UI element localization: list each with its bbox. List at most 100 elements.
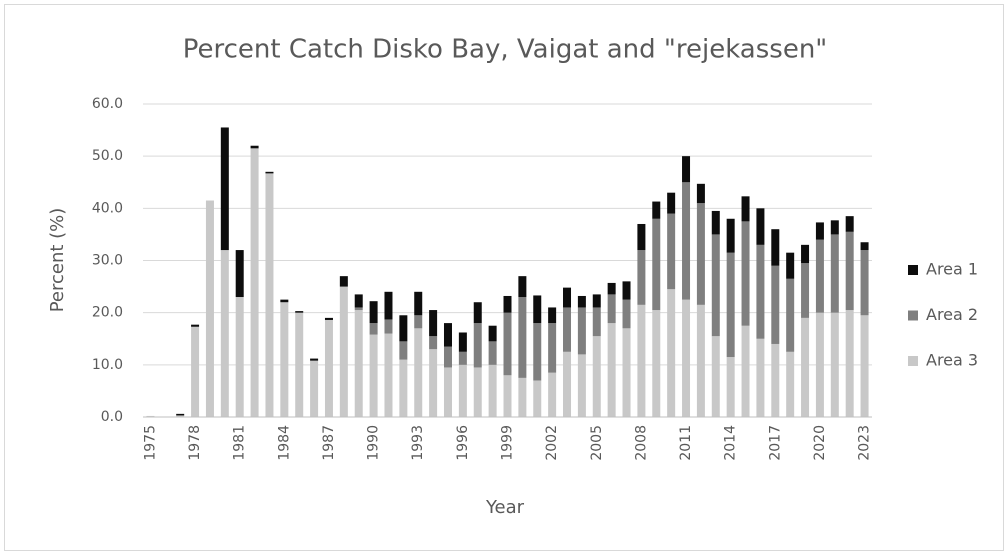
bar-segment <box>324 317 333 320</box>
bar-segment <box>771 265 780 344</box>
bar-segment <box>696 203 705 305</box>
bar-segment <box>845 231 854 311</box>
bar-segment <box>533 323 542 381</box>
bar-segment <box>726 252 735 358</box>
bar-segment <box>399 341 408 360</box>
bar-segment <box>592 336 601 417</box>
bar-segment <box>860 242 869 251</box>
y-tick-label: 40.0 <box>92 200 123 216</box>
bar-segment <box>830 220 839 235</box>
bar-segment <box>429 310 438 337</box>
bar-segment <box>577 295 586 308</box>
bar-segment <box>667 192 676 214</box>
x-tick-label: 1978 <box>187 425 203 461</box>
bar-segment <box>756 244 765 339</box>
bar-segment <box>637 304 646 417</box>
bar-segment <box>607 294 616 324</box>
bar-segment <box>235 250 244 298</box>
bar-segment <box>860 315 869 417</box>
bar-segment <box>652 201 661 219</box>
bar-segment <box>384 333 393 417</box>
bar-segment <box>369 323 378 335</box>
bar-segment <box>533 295 542 324</box>
bar-segment <box>191 324 200 327</box>
bar-segment <box>667 289 676 417</box>
bar-segment <box>310 358 319 361</box>
bar-segment <box>384 319 393 334</box>
bar-segment <box>845 216 854 232</box>
bar-segment <box>235 297 244 417</box>
bar-segment <box>771 343 780 417</box>
bar-segment <box>473 367 482 417</box>
bar-segment <box>637 223 646 251</box>
x-tick-label: 1990 <box>366 425 382 461</box>
x-tick-label: 1984 <box>276 425 292 461</box>
bar-segment <box>533 380 542 417</box>
bar-segment <box>176 415 185 417</box>
bar-segment <box>458 332 467 352</box>
bar-segment <box>488 325 497 342</box>
bar-segment <box>205 200 214 417</box>
bar-segment <box>354 307 363 311</box>
y-tick-label: 0.0 <box>101 409 123 425</box>
y-tick-label: 20.0 <box>92 305 123 321</box>
bar-segment <box>786 252 795 279</box>
bar-segment <box>637 250 646 305</box>
bar-segment <box>845 310 854 417</box>
legend-swatch <box>908 356 918 366</box>
bar-segment <box>191 326 200 417</box>
y-tick-label: 10.0 <box>92 357 123 373</box>
bar-segment <box>354 310 363 417</box>
bar-segment <box>488 364 497 417</box>
bar-segment <box>458 351 467 365</box>
bar-segment <box>518 297 527 378</box>
bar-segment <box>503 375 512 417</box>
bar-segment <box>548 307 557 324</box>
bar-segment <box>414 328 423 417</box>
bar-segment <box>443 346 452 368</box>
y-tick-label: 60.0 <box>92 96 123 112</box>
bar-segment <box>696 304 705 417</box>
bar-segment <box>563 351 572 417</box>
bar-segment <box>682 299 691 417</box>
bar-segment <box>310 360 319 417</box>
bar-segment <box>741 325 750 417</box>
bar-segment <box>250 145 259 149</box>
bar-segment <box>339 286 348 417</box>
bar-segment <box>830 234 839 313</box>
bar-segment <box>280 299 289 303</box>
bar-segment <box>592 307 601 337</box>
bar-segment <box>711 210 720 235</box>
bar-segment <box>563 287 572 308</box>
bar-segment <box>146 415 155 417</box>
x-tick-label: 2011 <box>678 425 694 461</box>
bar-segment <box>607 282 616 295</box>
bar-segment <box>265 173 274 417</box>
x-tick-label: 1996 <box>455 425 471 461</box>
bar-segment <box>577 354 586 417</box>
bar-segment <box>443 367 452 417</box>
x-tick-label: 1981 <box>232 425 248 461</box>
bar-segment <box>354 294 363 308</box>
bar-segment <box>369 334 378 417</box>
bar-segment <box>756 338 765 417</box>
x-tick-label: 2014 <box>723 425 739 461</box>
bar-segment <box>652 218 661 311</box>
bar-segment <box>280 302 289 417</box>
bar-segment <box>414 291 423 316</box>
legend-label: Area 1 <box>926 260 978 279</box>
legend-label: Area 2 <box>926 305 978 324</box>
bar-segment <box>563 307 572 352</box>
bar-segment <box>592 294 601 308</box>
x-axis-label: Year <box>485 497 525 518</box>
chart-title: Percent Catch Disko Bay, Vaigat and "rej… <box>183 35 828 65</box>
bar-segment <box>220 127 229 251</box>
legend-swatch <box>908 310 918 321</box>
bar-segment <box>815 222 824 240</box>
x-tick-label: 1999 <box>500 425 516 461</box>
bar-segment <box>324 319 333 417</box>
bar-segment <box>220 250 229 417</box>
bar-segment <box>622 299 631 329</box>
bar-segment <box>741 221 750 326</box>
